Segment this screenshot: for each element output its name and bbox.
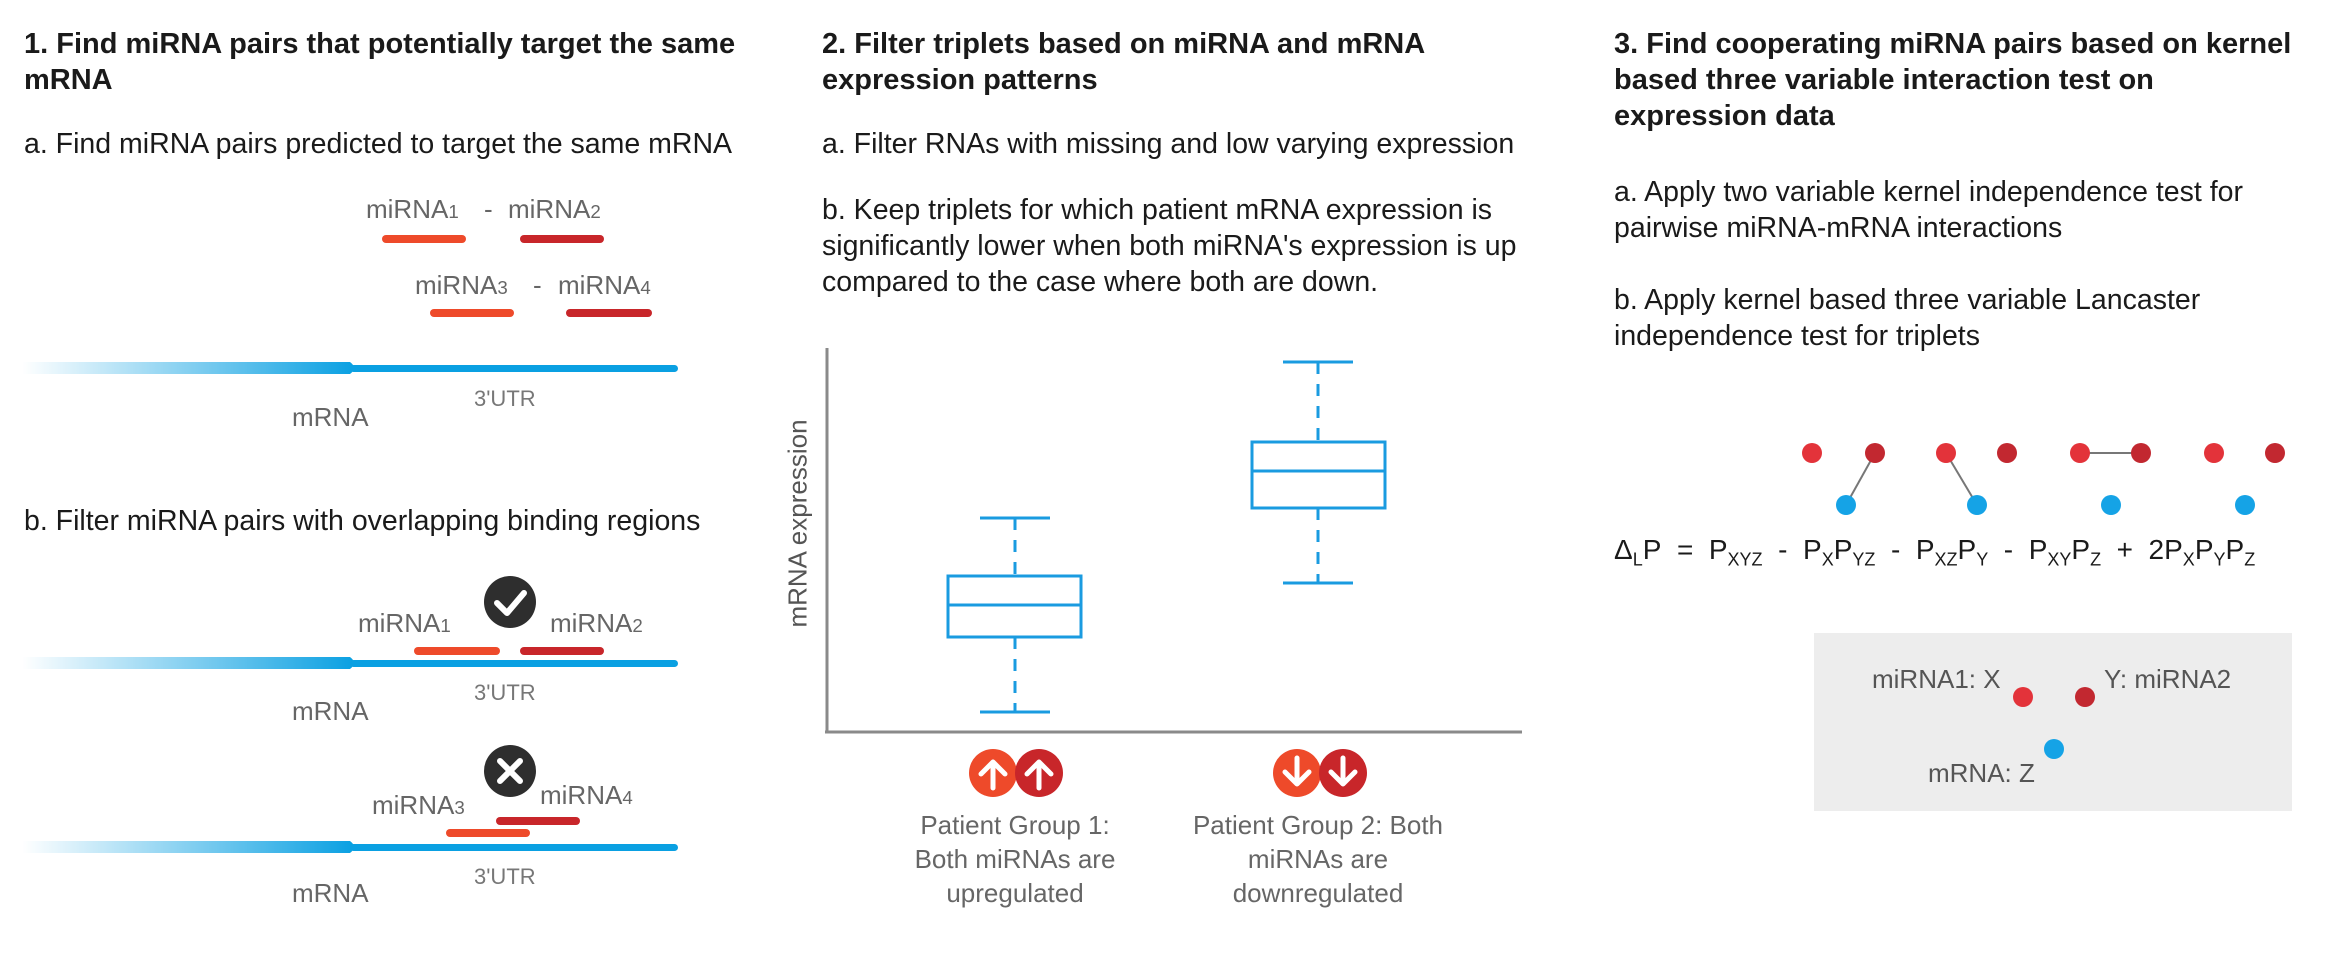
lancaster-formula: ΔLP = PXYZ - PXPYZ - PXZPY - PXYPZ + 2PX… — [1614, 534, 2256, 570]
col2-title: 2. Filter triplets based on miRNA and mR… — [822, 28, 1425, 96]
col2-step-b: b. Keep triplets for which patient mRNA … — [822, 194, 1517, 298]
mirna4-label-b2: miRNA4 — [540, 780, 633, 810]
group1-label: Patient Group 1: Both miRNAs are upregul… — [914, 810, 1116, 908]
motif-pxyz — [1802, 443, 1885, 515]
mrna-label-b2: mRNA — [292, 878, 369, 908]
dash-label-a2: - — [533, 270, 542, 300]
mrna-label-b1: mRNA — [292, 696, 369, 726]
mirna2-bar-b1 — [520, 647, 604, 655]
legend-label-x: miRNA1: X — [1872, 664, 2001, 694]
group2-label: Patient Group 2: Both miRNAs are downreg… — [1192, 810, 1444, 908]
mirna4-bar-b2 — [496, 817, 580, 825]
boxplot-axes — [825, 348, 1522, 734]
mirna1-label-a: miRNA1 — [366, 194, 459, 224]
mirna3-label-b2: miRNA3 — [372, 790, 465, 820]
utr-label-a: 3'UTR — [474, 386, 536, 411]
boxplot-group1 — [946, 516, 1083, 714]
mirna4-label-a: miRNA4 — [558, 270, 651, 300]
legend-label-z: mRNA: Z — [1928, 758, 2035, 788]
legend-box — [1814, 633, 2292, 811]
mrna-strand-b2 — [22, 841, 678, 853]
utr-label-b2: 3'UTR — [474, 864, 536, 889]
up-arrow-icon — [1015, 749, 1063, 797]
col3-title: 3. Find cooperating miRNA pairs based on… — [1614, 28, 2292, 132]
mirna1-bar-a — [382, 235, 466, 243]
boxplot-group2 — [1250, 360, 1387, 585]
mirna1-bar-b1 — [414, 647, 500, 655]
mrna-strand-a — [22, 362, 678, 374]
motif-pxz-py — [2070, 443, 2151, 515]
mirna4-bar-a — [566, 309, 652, 317]
mirna2-bar-a — [520, 235, 604, 243]
col1-step-a: a. Find miRNA pairs predicted to target … — [24, 128, 733, 160]
utr-label-b1: 3'UTR — [474, 680, 536, 705]
dash-label-a1: - — [484, 194, 493, 224]
col1-title: 1. Find miRNA pairs that potentially tar… — [24, 28, 736, 96]
col2-step-a: a. Filter RNAs with missing and low vary… — [822, 128, 1515, 160]
mirna3-label-a: miRNA3 — [415, 270, 508, 300]
col1-step-b: b. Filter miRNA pairs with overlapping b… — [24, 505, 701, 537]
motif-px-pyz — [1936, 443, 2017, 515]
mirna3-bar-a — [430, 309, 514, 317]
mirna3-bar-b2 — [446, 829, 530, 837]
down-arrow-icon — [1273, 749, 1321, 797]
boxplot-y-label: mRNA expression — [782, 419, 813, 628]
legend-dot-y — [2075, 687, 2095, 707]
cross-icon — [484, 745, 536, 797]
mrna-label-a: mRNA — [292, 402, 369, 432]
legend-dot-z — [2044, 739, 2064, 759]
legend-label-y: Y: miRNA2 — [2104, 664, 2232, 694]
check-icon — [484, 576, 536, 628]
col3-step-b: b. Apply kernel based three variable Lan… — [1614, 284, 2201, 352]
motif-pxy-pz — [2204, 443, 2285, 515]
mrna-strand-b1 — [22, 657, 678, 669]
legend-dot-x — [2013, 687, 2033, 707]
mirna1-label-b1: miRNA1 — [358, 608, 451, 638]
mirna2-label-b1: miRNA2 — [550, 608, 643, 638]
down-arrow-icon — [1319, 749, 1367, 797]
col3-step-a: a. Apply two variable kernel independenc… — [1614, 176, 2243, 244]
up-arrow-icon — [969, 749, 1017, 797]
mirna2-label-a: miRNA2 — [508, 194, 601, 224]
